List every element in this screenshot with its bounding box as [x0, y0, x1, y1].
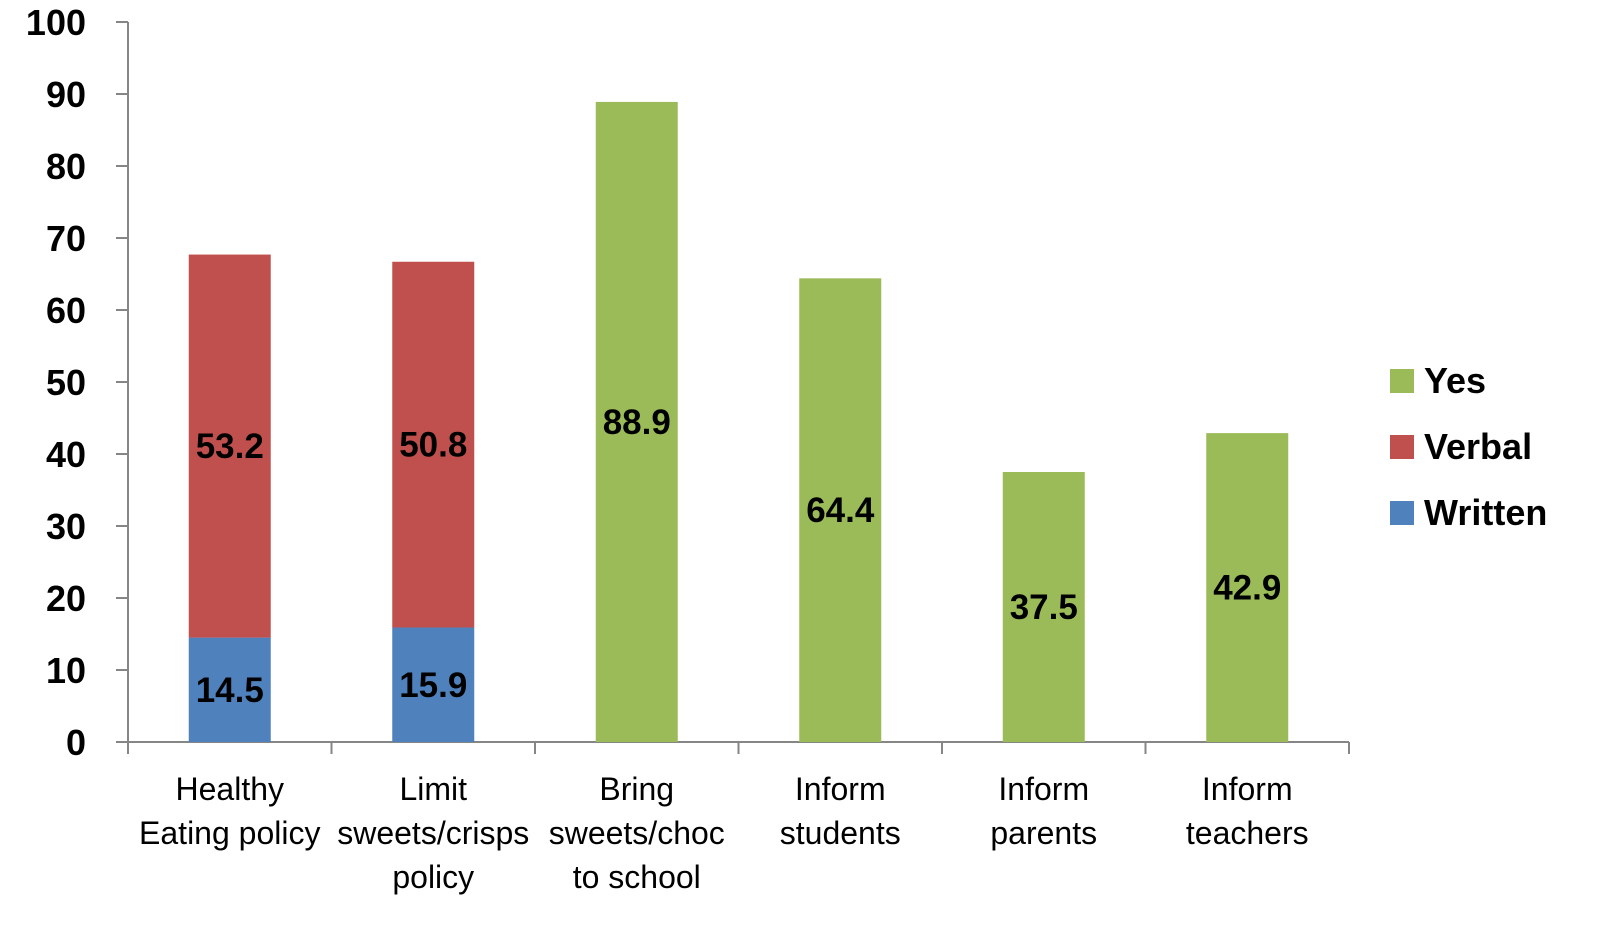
bar-written: [188, 637, 271, 742]
bar-yes: [595, 101, 678, 743]
y-tick-label: 90: [46, 74, 86, 115]
legend-label-written: Written: [1424, 492, 1547, 533]
y-tick-label: 70: [46, 218, 86, 259]
x-category-label-line: Healthy: [176, 771, 285, 807]
bar-yes: [1002, 472, 1085, 742]
axes-layer: 0 10 20 30 40 50 60 70 80 90 100 Healthy Eating poli…: [26, 2, 1350, 895]
bar-yes: [1206, 433, 1289, 742]
x-category-label: Limit sweets/crisps policy: [337, 771, 529, 895]
x-category-label: Healthy Eating policy: [139, 771, 320, 851]
bar-verbal: [392, 261, 475, 628]
x-category-label-line: policy: [392, 859, 474, 895]
data-label-written: 14.5: [196, 671, 264, 710]
x-category-label-line: Limit: [399, 771, 467, 807]
x-category-label-line: parents: [990, 815, 1097, 851]
data-label-verbal: 50.8: [399, 426, 467, 465]
legend-swatch-yes: [1390, 369, 1414, 393]
x-category-label: Bring sweets/choc to school: [549, 771, 725, 895]
x-category-label-line: Bring: [599, 771, 674, 807]
x-category-label-line: Eating policy: [139, 815, 320, 851]
bar-yes: [799, 278, 882, 742]
x-category-label-line: to school: [573, 859, 701, 895]
legend-swatch-verbal: [1390, 435, 1414, 459]
legend-label-yes: Yes: [1424, 360, 1486, 401]
y-tick-label: 30: [46, 506, 86, 547]
data-label-yes: 42.9: [1213, 569, 1281, 608]
x-category-label: Inform students: [780, 771, 901, 851]
y-tick-label: 60: [46, 290, 86, 331]
y-tick-label: 40: [46, 434, 86, 475]
x-category-label-line: students: [780, 815, 901, 851]
y-tick-label: 80: [46, 146, 86, 187]
data-label-yes: 64.4: [806, 491, 875, 530]
x-category-label-line: Inform: [795, 771, 886, 807]
bar-verbal: [188, 254, 271, 638]
x-category-label-line: Inform: [1202, 771, 1293, 807]
bars-layer: [188, 101, 1289, 743]
x-category-label-line: sweets/choc: [549, 815, 725, 851]
data-labels-layer: 14.5 53.2 15.9 50.8 88.9 64.4 37.5 42.9: [196, 403, 1282, 710]
x-category-label-line: sweets/crisps: [337, 815, 529, 851]
legend-swatch-written: [1390, 501, 1414, 525]
y-tick-label: 50: [46, 362, 86, 403]
y-tick-label: 10: [46, 650, 86, 691]
y-tick-label: 20: [46, 578, 86, 619]
data-label-written: 15.9: [399, 666, 467, 705]
x-category-label-line: teachers: [1186, 815, 1309, 851]
y-tick-label: 0: [66, 722, 86, 763]
x-category-label: Inform teachers: [1186, 771, 1309, 851]
x-category-label-line: Inform: [998, 771, 1089, 807]
x-category-label: Inform parents: [990, 771, 1097, 851]
data-label-yes: 37.5: [1010, 588, 1078, 627]
y-tick-label: 100: [26, 2, 86, 43]
legend: Yes Verbal Written: [1390, 360, 1547, 533]
data-label-verbal: 53.2: [196, 427, 264, 466]
legend-label-verbal: Verbal: [1424, 426, 1532, 467]
bar-written: [392, 627, 475, 742]
data-label-yes: 88.9: [603, 403, 671, 442]
